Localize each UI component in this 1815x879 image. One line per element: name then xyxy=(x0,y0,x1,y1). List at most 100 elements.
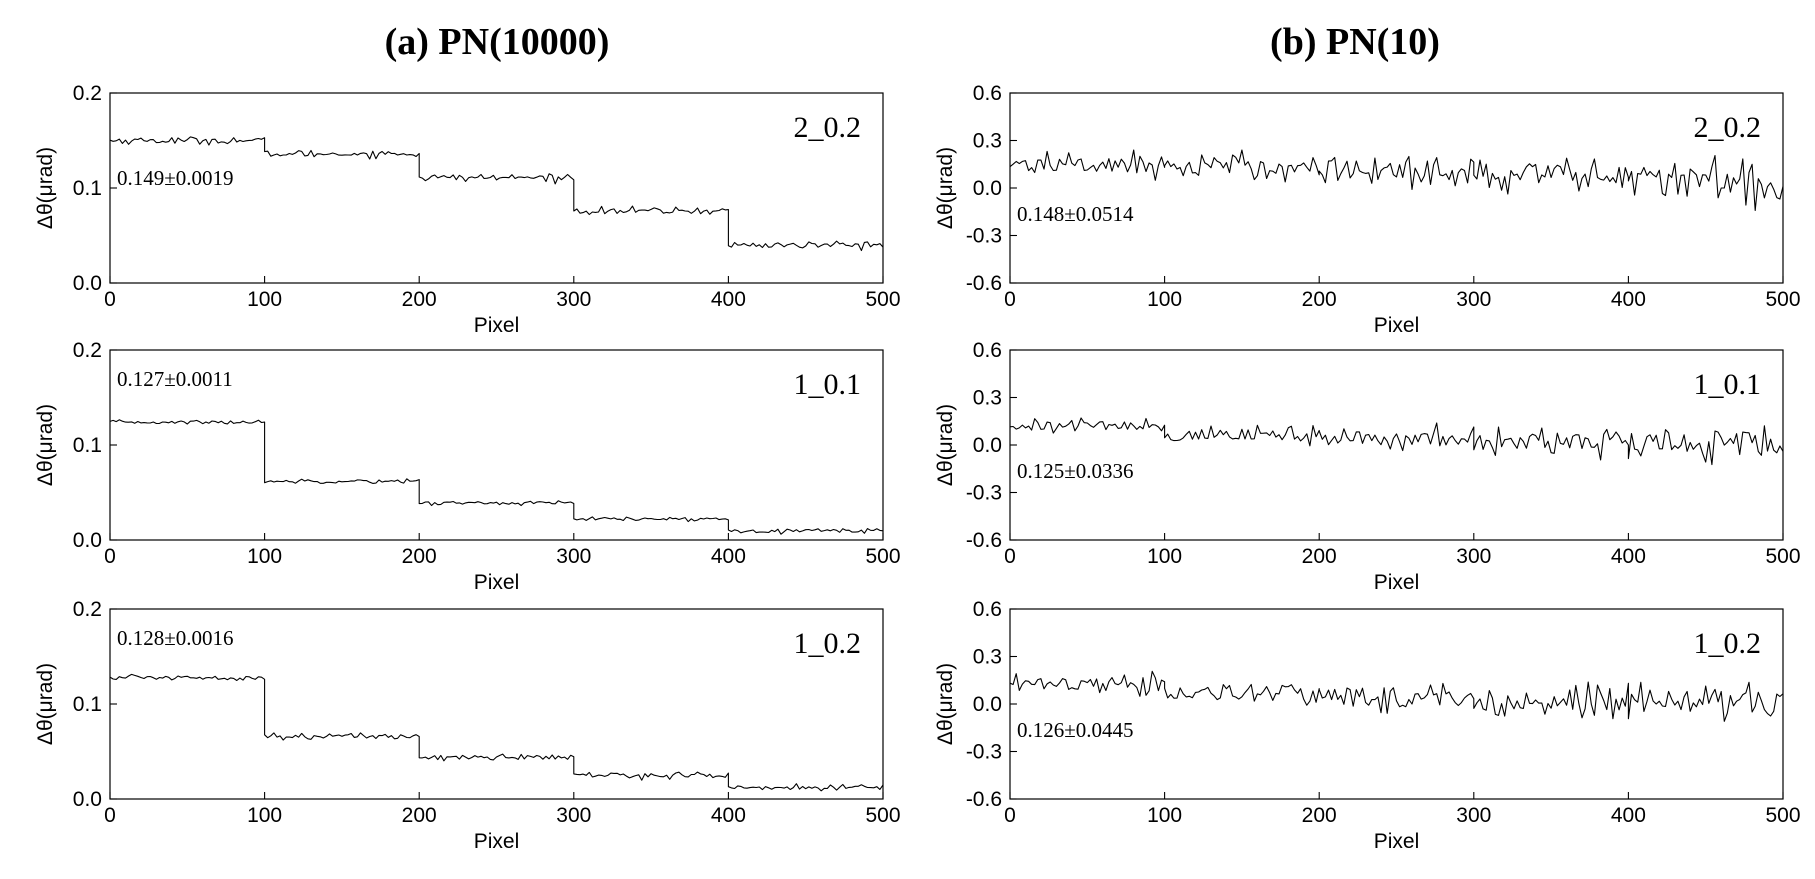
x-tick-label: 0 xyxy=(1004,804,1016,827)
column-title-a: (a) PN(10000) xyxy=(385,21,610,63)
panel-tag: 2_0.2 xyxy=(1694,111,1762,144)
panel-1-1: 0 100 200 300 400 500 -0.6 -0.3 0.0 0.3 0.6 Pixel Δθ… xyxy=(934,339,1801,594)
series-line xyxy=(1010,417,1783,466)
x-tick-label: 500 xyxy=(1765,545,1800,568)
y-tick-label: 0.2 xyxy=(73,598,102,621)
panel-tag: 2_0.2 xyxy=(794,111,862,144)
x-tick-label: 100 xyxy=(1147,804,1182,827)
y-axis-label: Δθ(μrad) xyxy=(34,404,57,486)
x-tick-label: 200 xyxy=(402,545,437,568)
y-axis-label: Δθ(μrad) xyxy=(34,147,57,229)
x-tick-label: 100 xyxy=(1147,288,1182,311)
y-tick-label: 0.1 xyxy=(73,177,102,200)
x-tick-label: 300 xyxy=(1456,545,1491,568)
panels-group: 0 100 200 300 400 500 0.0 0.1 0.2 Pixel Δθ(μrad) 2_… xyxy=(34,82,1801,853)
y-tick-label: 0.3 xyxy=(973,387,1002,410)
value-annotation: 0.126±0.0445 xyxy=(1017,718,1134,742)
x-tick-label: 500 xyxy=(865,288,900,311)
y-tick-label: 0.0 xyxy=(973,693,1002,716)
y-tick-label: 0.1 xyxy=(73,434,102,457)
x-tick-label: 0 xyxy=(104,804,116,827)
panel-1-0: 0 100 200 300 400 500 -0.6 -0.3 0.0 0.3 0.6 Pixel Δθ… xyxy=(934,82,1801,337)
y-tick-label: -0.6 xyxy=(966,529,1002,552)
x-tick-label: 500 xyxy=(1765,288,1800,311)
value-annotation: 0.149±0.0019 xyxy=(117,166,234,190)
x-axis-label: Pixel xyxy=(474,571,520,594)
y-tick-label: -0.3 xyxy=(966,225,1002,248)
y-tick-label: -0.6 xyxy=(966,788,1002,811)
y-tick-label: 0.2 xyxy=(73,82,102,105)
x-tick-label: 400 xyxy=(711,804,746,827)
x-tick-label: 300 xyxy=(556,804,591,827)
panel-tag: 1_0.1 xyxy=(1694,368,1762,401)
x-tick-label: 400 xyxy=(711,545,746,568)
value-annotation: 0.148±0.0514 xyxy=(1017,202,1134,226)
x-tick-label: 100 xyxy=(247,545,282,568)
x-tick-label: 300 xyxy=(556,545,591,568)
x-axis-label: Pixel xyxy=(1374,571,1420,594)
x-axis-label: Pixel xyxy=(474,314,520,337)
x-tick-label: 100 xyxy=(1147,545,1182,568)
value-annotation: 0.125±0.0336 xyxy=(1017,459,1134,483)
y-axis-label: Δθ(μrad) xyxy=(934,147,957,229)
plot-frame xyxy=(1009,349,1784,541)
plot-frame xyxy=(1009,608,1784,800)
y-tick-label: 0.0 xyxy=(973,177,1002,200)
x-tick-label: 400 xyxy=(1611,804,1646,827)
x-tick-label: 200 xyxy=(1302,288,1337,311)
value-annotation: 0.127±0.0011 xyxy=(117,367,233,391)
x-tick-label: 200 xyxy=(1302,804,1337,827)
x-tick-label: 200 xyxy=(1302,545,1337,568)
x-tick-label: 300 xyxy=(1456,288,1491,311)
panel-0-0: 0 100 200 300 400 500 0.0 0.1 0.2 Pixel Δθ(μrad) 2_… xyxy=(34,82,901,337)
series-line xyxy=(1010,670,1783,722)
x-tick-label: 300 xyxy=(556,288,591,311)
y-tick-label: 0.3 xyxy=(973,130,1002,153)
x-tick-label: 400 xyxy=(1611,545,1646,568)
y-tick-label: 0.6 xyxy=(973,598,1002,621)
x-axis-label: Pixel xyxy=(1374,830,1420,853)
x-tick-label: 0 xyxy=(1004,545,1016,568)
x-axis-label: Pixel xyxy=(474,830,520,853)
y-axis-label: Δθ(μrad) xyxy=(934,404,957,486)
x-tick-label: 500 xyxy=(1765,804,1800,827)
panel-tag: 1_0.2 xyxy=(1694,627,1762,660)
x-tick-label: 0 xyxy=(104,545,116,568)
y-tick-label: 0.3 xyxy=(973,646,1002,669)
panel-tag: 1_0.2 xyxy=(794,627,862,660)
panel-0-1: 0 100 200 300 400 500 0.0 0.1 0.2 Pixel Δθ(μrad) 1_… xyxy=(34,339,901,594)
y-tick-label: -0.3 xyxy=(966,741,1002,764)
y-tick-label: 0.0 xyxy=(973,434,1002,457)
y-tick-label: -0.6 xyxy=(966,272,1002,295)
x-tick-label: 100 xyxy=(247,804,282,827)
y-tick-label: 0.0 xyxy=(73,272,102,295)
y-tick-label: 0.1 xyxy=(73,693,102,716)
panel-1-2: 0 100 200 300 400 500 -0.6 -0.3 0.0 0.3 0.6 Pixel Δθ… xyxy=(934,598,1801,853)
x-tick-label: 200 xyxy=(402,804,437,827)
panel-0-2: 0 100 200 300 400 500 0.0 0.1 0.2 Pixel Δθ(μrad) 1_… xyxy=(34,598,901,853)
x-axis-label: Pixel xyxy=(1374,314,1420,337)
y-tick-label: 0.6 xyxy=(973,339,1002,362)
series-line xyxy=(110,419,883,535)
y-tick-label: 0.6 xyxy=(973,82,1002,105)
value-annotation: 0.128±0.0016 xyxy=(117,626,234,650)
series-line xyxy=(1010,149,1783,212)
series-line xyxy=(110,673,883,792)
y-tick-label: 0.0 xyxy=(73,529,102,552)
x-tick-label: 200 xyxy=(402,288,437,311)
x-tick-label: 500 xyxy=(865,804,900,827)
x-tick-label: 400 xyxy=(711,288,746,311)
y-tick-label: -0.3 xyxy=(966,482,1002,505)
y-tick-label: 0.0 xyxy=(73,788,102,811)
y-tick-label: 0.2 xyxy=(73,339,102,362)
x-tick-label: 0 xyxy=(1004,288,1016,311)
x-tick-label: 0 xyxy=(104,288,116,311)
panel-tag: 1_0.1 xyxy=(794,368,862,401)
y-axis-label: Δθ(μrad) xyxy=(34,663,57,745)
column-title-b: (b) PN(10) xyxy=(1270,21,1440,63)
y-axis-label: Δθ(μrad) xyxy=(934,663,957,745)
series-line xyxy=(110,136,883,252)
x-tick-label: 300 xyxy=(1456,804,1491,827)
x-tick-label: 500 xyxy=(865,545,900,568)
